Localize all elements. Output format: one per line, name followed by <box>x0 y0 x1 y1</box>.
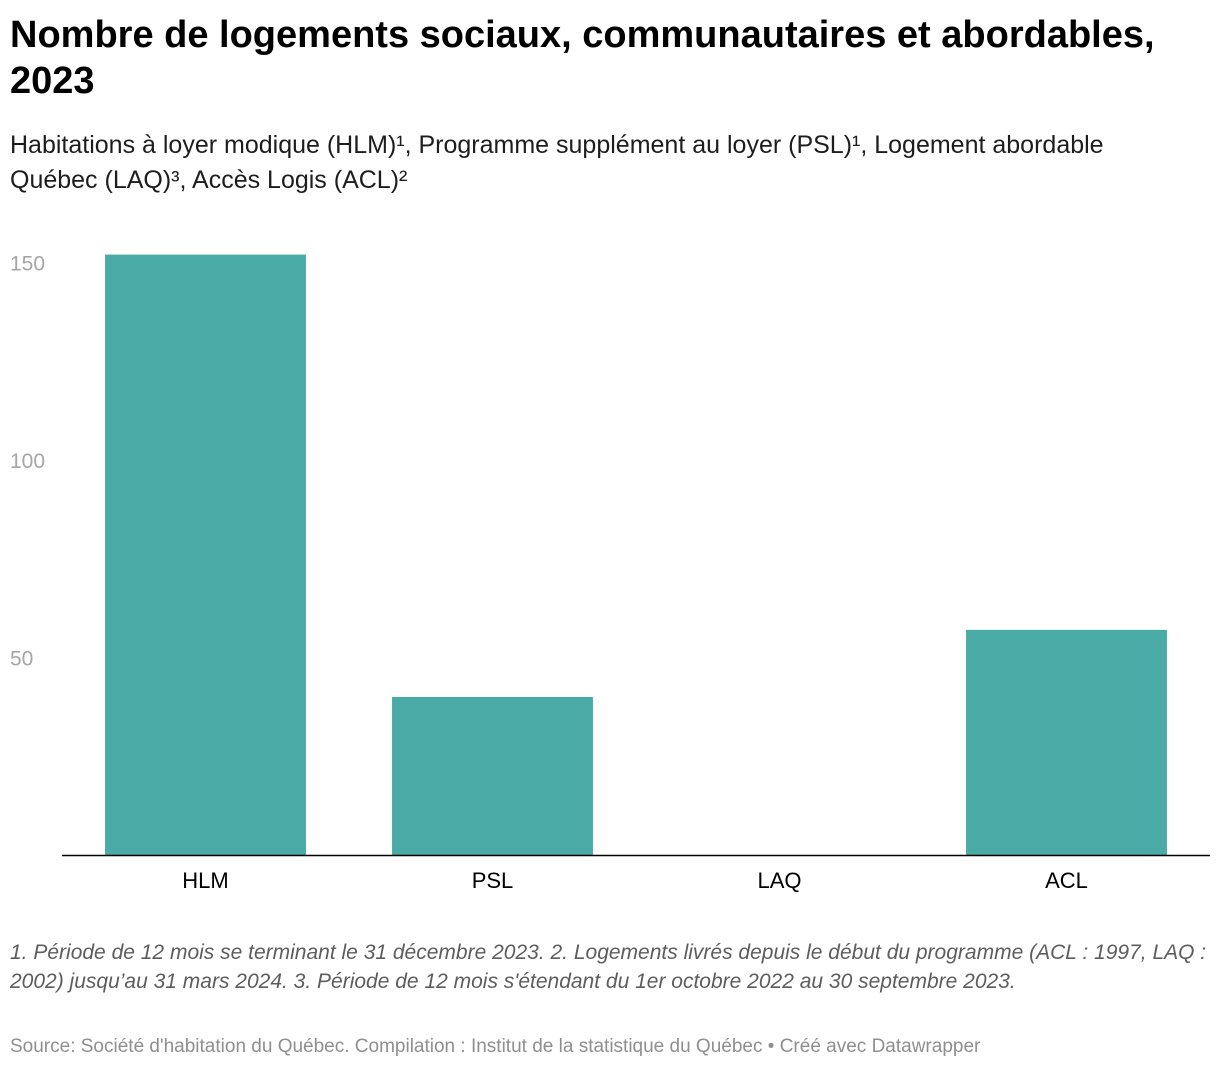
y-axis-ticks: 50 100 150 <box>10 253 45 671</box>
footnotes: 1. Période de 12 mois se terminant le 31… <box>10 941 1207 993</box>
bar-chart: 50 100 150 HLM PSL LAQ ACL <box>0 230 1220 900</box>
x-tick-label-laq: LAQ <box>757 868 801 893</box>
x-tick-label-hlm: HLM <box>182 868 228 893</box>
bar-psl[interactable] <box>392 697 593 855</box>
source-line: Source: Société d'habitation du Québec. … <box>10 1034 1210 1060</box>
bar-chart-svg: 50 100 150 HLM PSL LAQ ACL <box>10 253 1210 893</box>
y-tick-label: 100 <box>10 450 45 473</box>
datawrapper-credit-link[interactable]: Créé avec Datawrapper <box>779 1036 981 1057</box>
source-separator: • <box>762 1036 780 1057</box>
bars <box>105 254 1167 856</box>
y-tick-label: 150 <box>10 253 45 276</box>
x-axis-labels: HLM PSL LAQ ACL <box>182 868 1088 893</box>
chart-subtitle: Habitations à loyer modique (HLM)¹, Prog… <box>10 131 1104 194</box>
chart-title: Nombre de logements sociaux, communautai… <box>10 14 1155 102</box>
x-tick-label-psl: PSL <box>472 868 514 893</box>
bar-hlm[interactable] <box>105 254 306 856</box>
y-tick-label: 50 <box>10 648 33 671</box>
bar-acl[interactable] <box>966 629 1167 855</box>
x-tick-label-acl: ACL <box>1045 868 1088 893</box>
source-text: Source: Société d'habitation du Québec. … <box>10 1036 763 1057</box>
